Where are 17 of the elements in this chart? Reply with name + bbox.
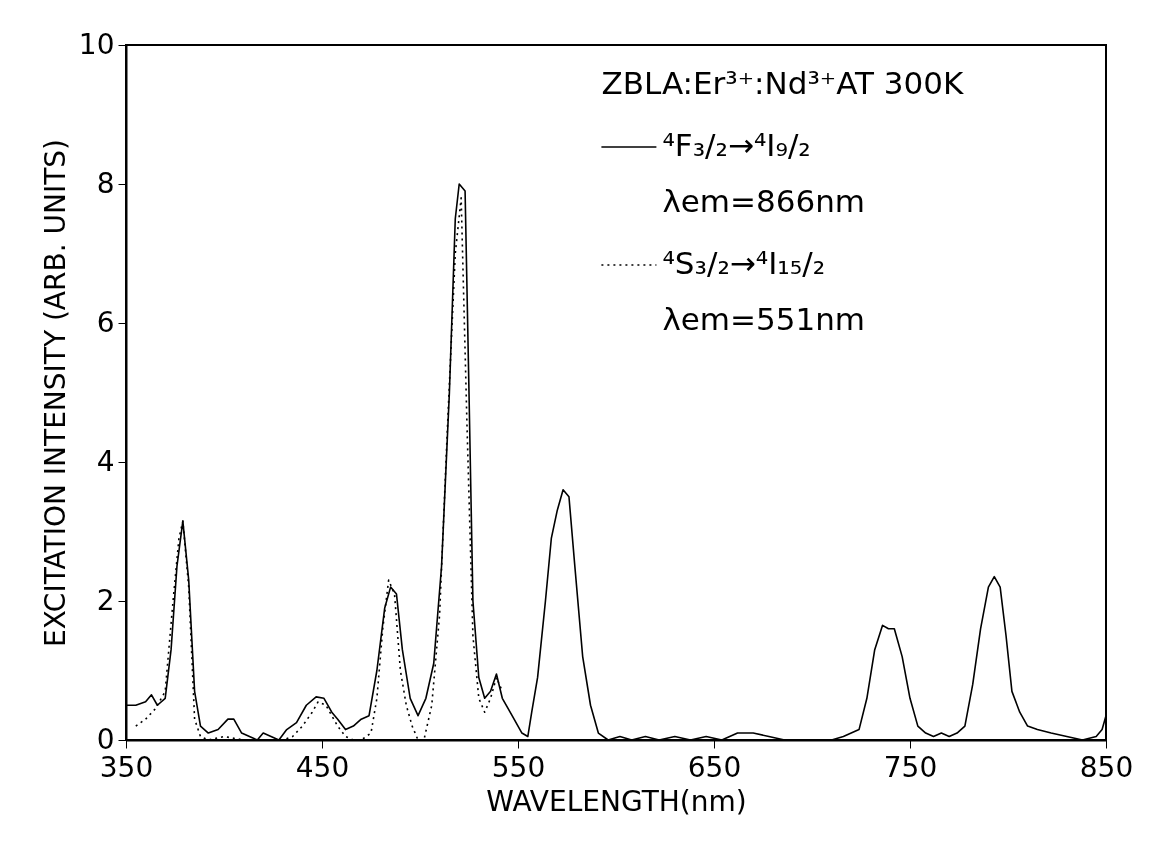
y-axis-title: EXCITATION INTENSITY (ARB. UNITS) (38, 139, 72, 647)
annotation: λem=551nm (662, 301, 866, 337)
annotation: ZBLA:Er³⁺:Nd³⁺AT 300K (601, 65, 964, 101)
x-tick-label: 450 (295, 750, 350, 784)
annotation: λem=866nm (662, 183, 866, 219)
legend-label: ⁴S₃/₂→⁴I₁₅/₂ (662, 245, 826, 281)
y-tick-label: 2 (96, 583, 115, 617)
y-tick-label: 8 (96, 166, 115, 200)
x-tick-label: 750 (883, 750, 938, 784)
x-tick-label: 550 (491, 750, 546, 784)
x-tick-label: 650 (687, 750, 742, 784)
y-tick-label: 4 (96, 444, 115, 478)
y-tick-label: 6 (96, 305, 115, 339)
legend-label: ⁴F₃/₂→⁴I₉/₂ (662, 127, 811, 163)
y-tick-label: 10 (78, 27, 115, 61)
x-axis-title: WAVELENGTH(nm) (486, 784, 747, 818)
x-tick-label: 850 (1079, 750, 1134, 784)
